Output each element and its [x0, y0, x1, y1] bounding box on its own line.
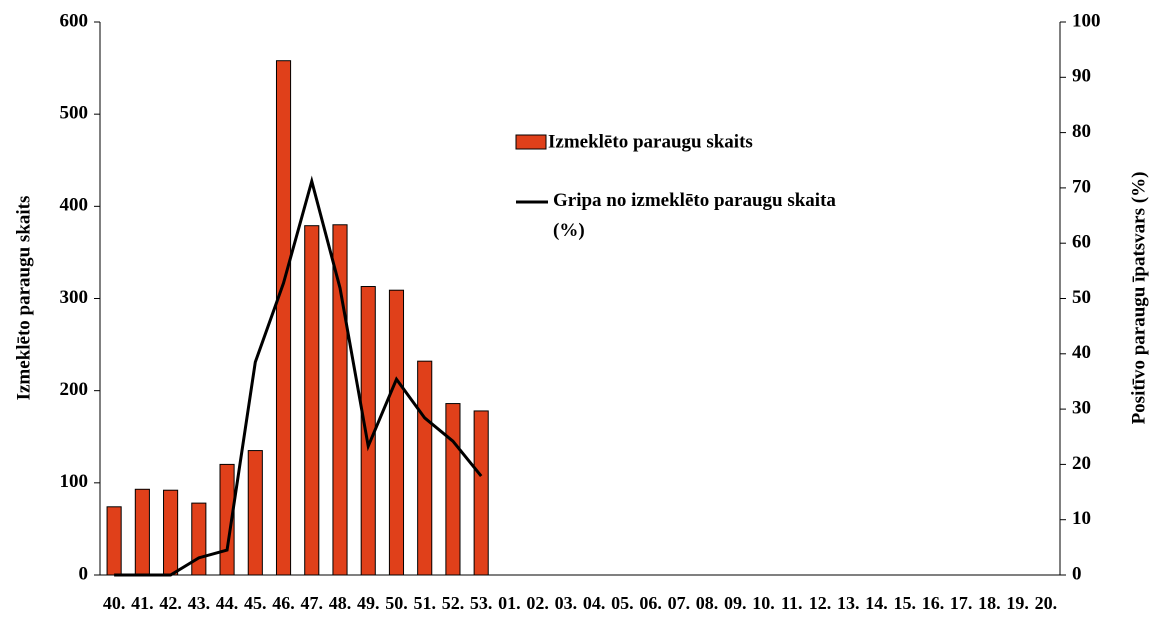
legend-label: Gripa no izmeklēto paraugu skaita (%) [553, 190, 836, 241]
x-tick-label: 49. [357, 593, 380, 613]
y2-tick-label: 80 [1072, 121, 1091, 142]
x-tick-label: 16. [922, 593, 945, 613]
y2-tick-label: 60 [1072, 232, 1091, 253]
y-axis-title: Izmeklēto paraugu skaits [13, 196, 34, 401]
x-tick-label: 01. [498, 593, 521, 613]
y2-tick-label: 10 [1072, 508, 1091, 529]
x-tick-label: 53. [470, 593, 493, 613]
legend-swatch [515, 134, 547, 150]
y2-tick-label: 40 [1072, 342, 1091, 363]
bar [417, 360, 433, 576]
x-tick-label: 50. [385, 593, 408, 613]
x-tick-label: 45. [244, 593, 267, 613]
x-tick-label: 15. [893, 593, 916, 613]
x-tick-label: 07. [668, 593, 691, 613]
y-tick-label: 400 [60, 195, 89, 216]
bar [332, 224, 348, 576]
bar [388, 289, 405, 576]
y-tick-label: 0 [79, 563, 89, 584]
bar [191, 502, 207, 576]
bar [445, 403, 461, 576]
y-tick-label: 500 [60, 103, 89, 124]
x-tick-label: 12. [809, 593, 832, 613]
bar [275, 60, 292, 576]
y2-tick-label: 100 [1072, 10, 1101, 31]
y-tick-label: 200 [60, 379, 89, 400]
y2-tick-label: 50 [1072, 287, 1091, 308]
x-tick-label: 20. [1035, 593, 1058, 613]
y-tick-label: 600 [60, 10, 89, 31]
x-tick-label: 17. [950, 593, 973, 613]
x-tick-label: 40. [103, 593, 126, 613]
y2-tick-label: 90 [1072, 66, 1091, 87]
x-tick-label: 02. [526, 593, 549, 613]
x-tick-label: 11. [781, 593, 803, 613]
x-tick-label: 51. [413, 593, 436, 613]
y2-tick-label: 30 [1072, 397, 1091, 418]
y2-tick-label: 0 [1072, 563, 1082, 584]
x-tick-label: 41. [131, 593, 154, 613]
y-tick-label: 300 [60, 287, 89, 308]
x-tick-label: 04. [583, 593, 606, 613]
x-tick-label: 48. [329, 593, 352, 613]
bar [134, 488, 150, 576]
y2-tick-label: 20 [1072, 453, 1091, 474]
x-tick-label: 03. [555, 593, 578, 613]
bar [304, 225, 320, 576]
x-tick-label: 14. [865, 593, 888, 613]
line [114, 175, 483, 577]
y2-axis-title: Positīvo paraugu īpatsvars (%) [1128, 172, 1149, 425]
bar [163, 489, 179, 576]
bar [247, 450, 263, 576]
x-tick-label: 19. [1006, 593, 1029, 613]
x-tick-label: 09. [724, 593, 747, 613]
x-tick-label: 06. [639, 593, 662, 613]
x-tick-label: 42. [159, 593, 182, 613]
x-tick-label: 47. [301, 593, 324, 613]
bar [473, 410, 489, 576]
legend-label: Izmeklēto paraugu skaits [548, 131, 753, 152]
x-tick-label: 18. [978, 593, 1001, 613]
x-tick-label: 44. [216, 593, 239, 613]
y2-tick-label: 70 [1072, 176, 1091, 197]
x-tick-label: 10. [752, 593, 775, 613]
x-tick-label: 52. [442, 593, 465, 613]
bar [106, 506, 122, 576]
x-tick-label: 46. [272, 593, 295, 613]
y-tick-label: 100 [60, 471, 89, 492]
x-tick-label: 08. [696, 593, 719, 613]
x-tick-label: 43. [188, 593, 211, 613]
x-tick-label: 13. [837, 593, 860, 613]
x-tick-label: 05. [611, 593, 634, 613]
